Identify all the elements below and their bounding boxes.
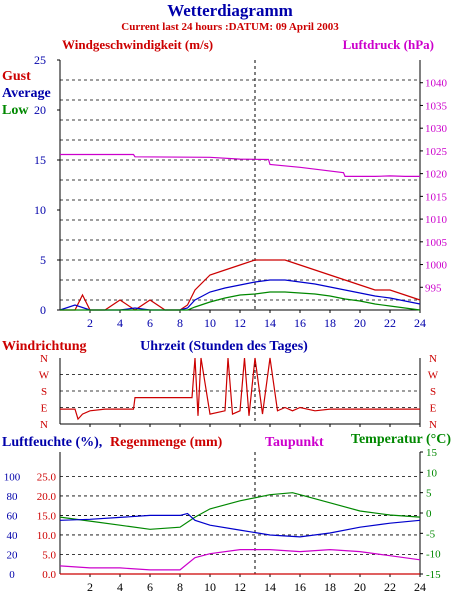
direction-label-right: N bbox=[429, 419, 437, 431]
x-tick-label: 2 bbox=[87, 316, 93, 330]
x-tick-label: 8 bbox=[177, 316, 183, 330]
pressure-title: Luftdruck (hPa) bbox=[343, 37, 434, 52]
wind-speed-title: Windgeschwindigkeit (m/s) bbox=[62, 37, 213, 52]
chart-title: Wetterdiagramm bbox=[167, 1, 293, 20]
direction-label-right: S bbox=[430, 386, 436, 398]
temperature-tick-label: 0 bbox=[426, 508, 432, 520]
y2-tick-label: 1030 bbox=[425, 123, 448, 135]
y-tick-label: 20 bbox=[34, 103, 46, 117]
wind-direction-plot: N NE ES SW WN N bbox=[39, 353, 439, 431]
direction-label-left: S bbox=[41, 386, 47, 398]
x-tick-label: 12 bbox=[234, 580, 246, 594]
direction-label-right: W bbox=[428, 370, 439, 382]
humidity-tick-label: 100 bbox=[4, 471, 21, 483]
x-axis-title: Uhrzeit (Stunden des Tages) bbox=[140, 339, 308, 354]
x-tick-label: 16 bbox=[294, 316, 306, 330]
x-tick-label: 12 bbox=[234, 316, 246, 330]
rain-tick-label: 5.0 bbox=[42, 549, 56, 561]
humidity-tick-label: 80 bbox=[7, 491, 19, 503]
x-tick-label: 4 bbox=[117, 316, 123, 330]
y2-tick-label: 1020 bbox=[425, 169, 448, 181]
direction-label-left: W bbox=[39, 370, 50, 382]
humidity-tick-label: 40 bbox=[7, 530, 19, 542]
x-tick-label: 6 bbox=[147, 580, 153, 594]
y-tick-label: 10 bbox=[34, 203, 46, 217]
legend-low: Low bbox=[2, 103, 29, 118]
y-tick-label: 25 bbox=[34, 53, 46, 67]
chart-subtitle: Current last 24 hours :DATUM: 09 April 2… bbox=[121, 21, 339, 33]
x-tick-label: 20 bbox=[354, 316, 366, 330]
humidity-rain-title-b: Regenmenge (mm) bbox=[110, 435, 223, 450]
y2-tick-label: 1005 bbox=[425, 237, 448, 249]
direction-label-left: N bbox=[40, 353, 48, 365]
gust-series bbox=[60, 259, 421, 311]
dewpoint-series bbox=[59, 548, 421, 571]
legend-average: Average bbox=[2, 86, 51, 101]
x-tick-label: 24 bbox=[414, 316, 426, 330]
x-tick-label: 10 bbox=[204, 580, 216, 594]
y-tick-label: 15 bbox=[34, 153, 46, 167]
x-tick-label: 6 bbox=[147, 316, 153, 330]
humidity-tick-label: 60 bbox=[7, 510, 19, 522]
temperature-tick-label: -5 bbox=[426, 528, 436, 540]
y2-tick-label: 1025 bbox=[425, 146, 448, 158]
temperature-tick-label: 5 bbox=[426, 488, 432, 500]
temperature-title: Temperatur (°C) bbox=[351, 432, 451, 447]
x-tick-label: 14 bbox=[264, 580, 276, 594]
direction-label-right: N bbox=[429, 353, 437, 365]
rain-tick-label: 10.0 bbox=[37, 530, 57, 542]
wind-direction-series bbox=[60, 357, 420, 421]
y-tick-label: 5 bbox=[40, 253, 46, 267]
y2-tick-label: 1040 bbox=[425, 78, 448, 90]
temperature-series bbox=[59, 492, 421, 530]
x-tick-label: 8 bbox=[177, 580, 183, 594]
x-tick-label: 22 bbox=[384, 580, 396, 594]
y2-tick-label: 1010 bbox=[425, 214, 448, 226]
rain-tick-label: 25.0 bbox=[37, 471, 57, 483]
x-tick-label: 10 bbox=[204, 316, 216, 330]
x-tick-label: 2 bbox=[87, 580, 93, 594]
x-tick-label: 18 bbox=[324, 580, 336, 594]
direction-label-right: E bbox=[430, 403, 437, 415]
humidity-tick-label: 20 bbox=[7, 549, 19, 561]
y2-tick-label: 1000 bbox=[425, 260, 448, 272]
humidity-series bbox=[59, 512, 421, 538]
rain-tick-label: 0.0 bbox=[42, 569, 56, 581]
direction-label-left: E bbox=[41, 403, 48, 415]
x-tick-label: 20 bbox=[354, 580, 366, 594]
wind-direction-title: Windrichtung bbox=[2, 339, 87, 354]
y2-tick-label: 1015 bbox=[425, 191, 448, 203]
wind-speed-plot: 0510152025995100010051010101510201025103… bbox=[34, 53, 448, 330]
humidity-rain-title-a: Luftfeuchte (%), bbox=[2, 435, 102, 450]
temperature-tick-label: 15 bbox=[426, 447, 438, 459]
x-tick-label: 24 bbox=[414, 580, 426, 594]
x-tick-label: 16 bbox=[294, 580, 306, 594]
x-tick-label: 18 bbox=[324, 316, 336, 330]
y2-tick-label: 1035 bbox=[425, 100, 448, 112]
legend-gust: Gust bbox=[2, 69, 31, 84]
dewpoint-title: Taupunkt bbox=[265, 435, 324, 450]
humidity-tick-label: 0 bbox=[9, 569, 15, 581]
direction-label-left: N bbox=[40, 419, 48, 431]
y-tick-label: 0 bbox=[40, 303, 46, 317]
x-tick-label: 14 bbox=[264, 316, 276, 330]
temperature-tick-label: -15 bbox=[426, 569, 441, 581]
humidity-temperature-plot: 0 20 40 60 80 100 0.0 5.0 10.0 15.0 20.0 25.0 15 10 5 0… bbox=[4, 447, 441, 594]
rain-tick-label: 15.0 bbox=[37, 510, 57, 522]
x-tick-label: 4 bbox=[117, 580, 123, 594]
low-series bbox=[60, 291, 421, 311]
temperature-tick-label: 10 bbox=[426, 467, 438, 479]
pressure-series bbox=[60, 153, 420, 177]
x-tick-label: 22 bbox=[384, 316, 396, 330]
y2-tick-label: 995 bbox=[425, 282, 442, 294]
temperature-tick-label: -10 bbox=[426, 549, 441, 561]
rain-tick-label: 20.0 bbox=[37, 491, 57, 503]
